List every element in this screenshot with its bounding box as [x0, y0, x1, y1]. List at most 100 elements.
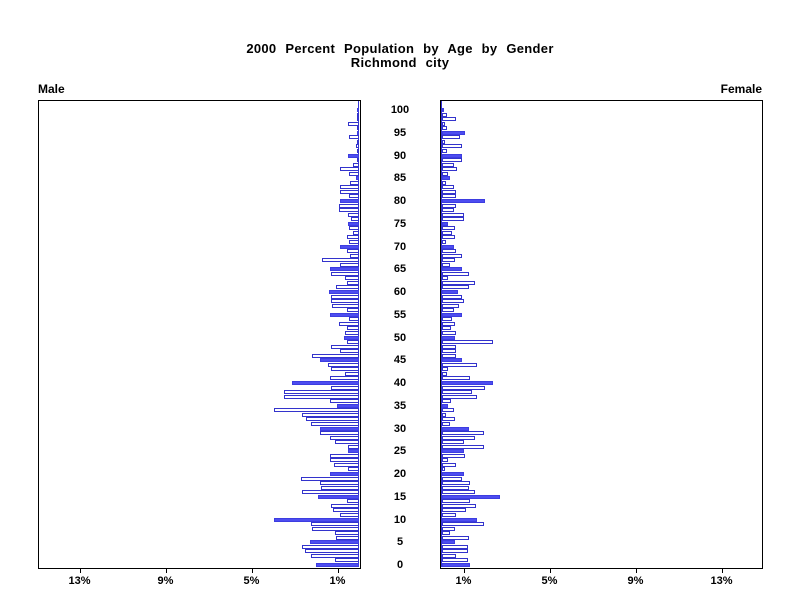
- female-bar-age-40: [442, 381, 493, 385]
- age-tick-label: 5: [396, 536, 404, 549]
- male-bar-age-86: [349, 172, 359, 176]
- age-tick-label: 95: [393, 126, 407, 139]
- female-bar-age-36: [442, 399, 451, 403]
- female-bar-age-20: [442, 472, 464, 476]
- male-bar-age-0: [316, 563, 359, 567]
- female-bar-age-35: [442, 404, 448, 408]
- female-bar-age-79: [442, 204, 456, 208]
- male-bar-age-4: [302, 545, 359, 549]
- male-bar-age-19: [301, 477, 359, 481]
- female-bar-age-30: [442, 427, 469, 431]
- male-bar-age-56: [347, 308, 359, 312]
- female-bar-age-24: [442, 454, 465, 458]
- male-bar-age-99: [357, 113, 359, 117]
- female-bar-age-76: [442, 217, 464, 221]
- male-bar-age-69: [347, 249, 359, 253]
- female-bar-age-58: [442, 299, 464, 303]
- age-tick-label: 10: [393, 513, 407, 526]
- male-bar-age-11: [340, 513, 359, 517]
- female-bar-age-12: [442, 508, 466, 512]
- male-bar-age-50: [344, 336, 359, 340]
- age-tick-label: 100: [390, 104, 410, 116]
- female-bar-age-28: [442, 436, 475, 440]
- female-bar-age-88: [442, 163, 454, 167]
- female-bar-age-75: [442, 222, 448, 226]
- female-bar-age-8: [442, 527, 455, 531]
- female-bar-age-95: [442, 131, 465, 135]
- female-bar-age-18: [442, 481, 470, 485]
- x-axis-tick-label: 1%: [329, 575, 346, 587]
- female-bar-age-62: [442, 281, 475, 285]
- female-bar-age-96: [442, 126, 447, 130]
- female-bar-age-17: [442, 486, 469, 490]
- male-bar-age-27: [335, 440, 359, 444]
- x-axis-tick: [165, 568, 167, 573]
- male-bar-age-17: [321, 486, 359, 490]
- male-bar-age-68: [350, 254, 359, 258]
- female-bar-age-55: [442, 313, 462, 317]
- female-bar-age-45: [442, 358, 462, 362]
- male-bar-age-81: [349, 194, 359, 198]
- male-bar-age-61: [336, 285, 359, 289]
- female-bar-age-80: [442, 199, 485, 203]
- male-bar-age-25: [348, 449, 359, 453]
- female-bar-age-38: [442, 390, 472, 394]
- male-bar-age-18: [320, 481, 359, 485]
- male-bar-age-76: [351, 217, 359, 221]
- female-bar-age-57: [442, 304, 459, 308]
- male-bar-age-94: [349, 135, 359, 139]
- female-bar-age-98: [442, 117, 456, 121]
- female-bar-age-15: [442, 495, 500, 499]
- male-bar-age-64: [331, 272, 359, 276]
- female-bar-age-50: [442, 336, 455, 340]
- male-bar-age-51: [345, 331, 359, 335]
- male-bar-age-83: [340, 185, 359, 189]
- x-axis-tick-label: 13%: [68, 575, 91, 587]
- female-bar-age-85: [442, 176, 450, 180]
- female-bar-age-97: [442, 122, 445, 126]
- female-bar-age-56: [442, 308, 454, 312]
- male-bar-age-20: [330, 472, 359, 476]
- male-bar-age-2: [311, 554, 359, 558]
- male-bar-age-77: [348, 213, 359, 217]
- male-bar-age-92: [356, 144, 359, 148]
- male-panel-label: Male: [38, 82, 65, 96]
- male-bar-age-62: [347, 281, 359, 285]
- female-bar-age-19: [442, 477, 462, 481]
- female-bar-age-74: [442, 226, 455, 230]
- male-bar-age-90: [348, 154, 359, 158]
- female-bar-age-60: [442, 290, 458, 294]
- male-bar-age-37: [284, 395, 359, 399]
- male-bar-age-16: [302, 490, 359, 494]
- age-tick-label: 25: [393, 445, 407, 458]
- male-bar-age-45: [320, 358, 359, 362]
- male-bar-age-88: [353, 163, 359, 167]
- female-bar-age-10: [442, 518, 477, 522]
- male-bar-age-6: [336, 536, 359, 540]
- female-bar-age-43: [442, 367, 448, 371]
- female-bar-age-33: [442, 413, 446, 417]
- female-bar-age-31: [442, 422, 450, 426]
- female-bar-age-14: [442, 499, 470, 503]
- female-bar-age-44: [442, 363, 477, 367]
- female-bar-age-1: [442, 558, 468, 562]
- female-bar-age-59: [442, 295, 462, 299]
- age-tick-label: 20: [393, 468, 407, 480]
- female-bar-age-81: [442, 194, 456, 198]
- male-bar-age-5: [310, 540, 359, 544]
- male-bar-age-44: [328, 363, 359, 367]
- male-bar-age-72: [347, 235, 359, 239]
- male-bar-age-42: [345, 372, 359, 376]
- age-tick-label: 30: [393, 422, 407, 435]
- male-bar-age-91: [357, 149, 359, 153]
- female-bar-age-26: [442, 445, 484, 449]
- male-bar-age-46: [312, 354, 359, 358]
- female-bar-age-54: [442, 317, 452, 321]
- male-bar-age-53: [339, 322, 359, 326]
- male-bar-age-87: [340, 167, 359, 171]
- female-bar-age-63: [442, 276, 448, 280]
- female-bar-age-2: [442, 554, 456, 558]
- female-bar-age-83: [442, 185, 454, 189]
- male-bar-age-31: [311, 422, 359, 426]
